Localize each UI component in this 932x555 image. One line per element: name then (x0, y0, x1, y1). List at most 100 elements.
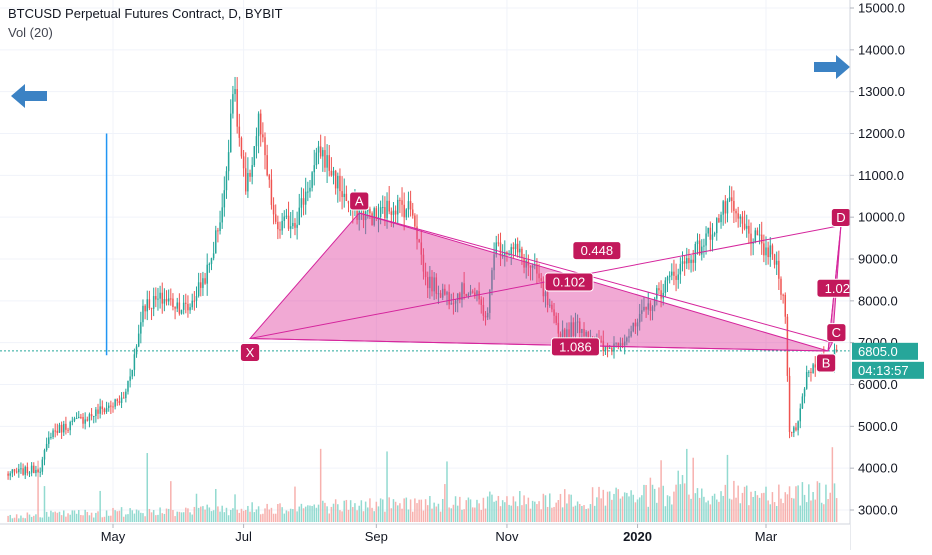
candle-body (392, 210, 395, 215)
volume-bar (69, 514, 71, 522)
pattern-ratio-3-bg (550, 337, 600, 357)
candle (174, 306, 176, 320)
pattern-point-c[interactable]: C (826, 323, 847, 343)
candle (474, 287, 476, 299)
candle-body (97, 409, 99, 414)
pattern-point-d[interactable]: D (830, 208, 852, 228)
candle-body (259, 113, 262, 135)
candle (208, 262, 211, 273)
pattern-point-x[interactable]: X (239, 342, 261, 362)
arrow-right-icon[interactable] (814, 55, 850, 79)
candle (343, 178, 345, 208)
arrow-left-icon[interactable] (11, 84, 47, 108)
candle-body (242, 156, 245, 169)
candle (448, 284, 450, 310)
volume-bar (450, 508, 453, 522)
price-axis[interactable]: 15000.0 14000.0 13000.0 12000.0 11000.0 10000… (850, 1, 905, 518)
candle (101, 400, 104, 415)
candle-body (711, 234, 714, 240)
volume-bar (140, 512, 142, 522)
candle (292, 209, 294, 230)
volume-bar (606, 491, 609, 522)
pattern-point-a[interactable]: A (349, 191, 370, 211)
candle-body (563, 329, 566, 339)
candle (713, 231, 716, 237)
candle (745, 214, 748, 238)
candle-body (174, 307, 176, 309)
candle (266, 144, 268, 177)
candle (80, 413, 82, 420)
candle-body (716, 218, 718, 234)
volume-bar (604, 505, 607, 522)
volume-bar (197, 507, 200, 522)
volume-bar (459, 496, 461, 522)
candle-body (382, 207, 384, 209)
candle (696, 233, 699, 255)
volume-bar (401, 508, 403, 522)
candle-body (641, 310, 643, 314)
candle-body (377, 216, 380, 218)
volume-bar (613, 493, 615, 522)
candle-body (195, 296, 198, 301)
volume-bar (116, 511, 119, 522)
candle-body (84, 419, 86, 424)
volume-bar (322, 500, 324, 522)
candle-body (463, 283, 465, 295)
candle (50, 432, 52, 440)
volume-bar (230, 509, 232, 522)
candle (835, 344, 838, 353)
candle (326, 144, 328, 183)
pattern-ratio-1[interactable]: 0.448 (572, 241, 622, 261)
y-tick-label: 3000.0 (858, 503, 898, 518)
candle (788, 367, 791, 439)
pattern-ratio-3[interactable]: 1.086 (550, 337, 600, 357)
candle (409, 190, 412, 217)
pattern-ratio-2[interactable]: 0.102 (544, 272, 594, 292)
candle (294, 218, 296, 236)
volume-bar (758, 497, 761, 522)
candle-body (469, 291, 472, 295)
candle-body (765, 247, 767, 256)
candle (716, 217, 718, 241)
volume-bar (131, 510, 134, 522)
candle-body (279, 229, 281, 231)
candle (159, 285, 161, 309)
candle (264, 132, 266, 170)
candle (739, 214, 742, 228)
volume-bar (367, 507, 369, 522)
candle (215, 225, 217, 254)
volume-bar (60, 515, 63, 522)
volume-bar (499, 506, 502, 522)
pattern-point-b[interactable]: B (815, 353, 837, 373)
volume-bar (812, 492, 814, 522)
candle-body (808, 371, 810, 373)
candle-body (120, 397, 123, 403)
candle-body (240, 137, 243, 157)
candle-body (675, 275, 677, 280)
candle (471, 289, 474, 294)
candle (643, 297, 645, 312)
volume-bar (786, 494, 789, 522)
candle (302, 188, 305, 216)
candle (741, 211, 744, 234)
candle-body (709, 227, 712, 240)
candle (576, 314, 579, 334)
candle (155, 287, 157, 308)
volume-bar (527, 497, 530, 522)
volume-bar (223, 512, 226, 522)
volume-bar (249, 511, 251, 522)
volume-bar (709, 504, 712, 522)
candle-body (574, 322, 577, 336)
candle (583, 322, 585, 340)
candle (217, 227, 219, 243)
candle-body (658, 288, 660, 291)
time-axis[interactable]: May Jul Sep Nov 2020 Mar (101, 524, 778, 544)
candle (649, 300, 652, 321)
candle (133, 348, 136, 377)
candle-body (302, 198, 305, 205)
volume-bar (581, 505, 583, 522)
harmonic-pattern[interactable]: X A B C D 0.448 0.102 1.086 1.029 (239, 191, 866, 373)
volume-bar (701, 488, 703, 522)
